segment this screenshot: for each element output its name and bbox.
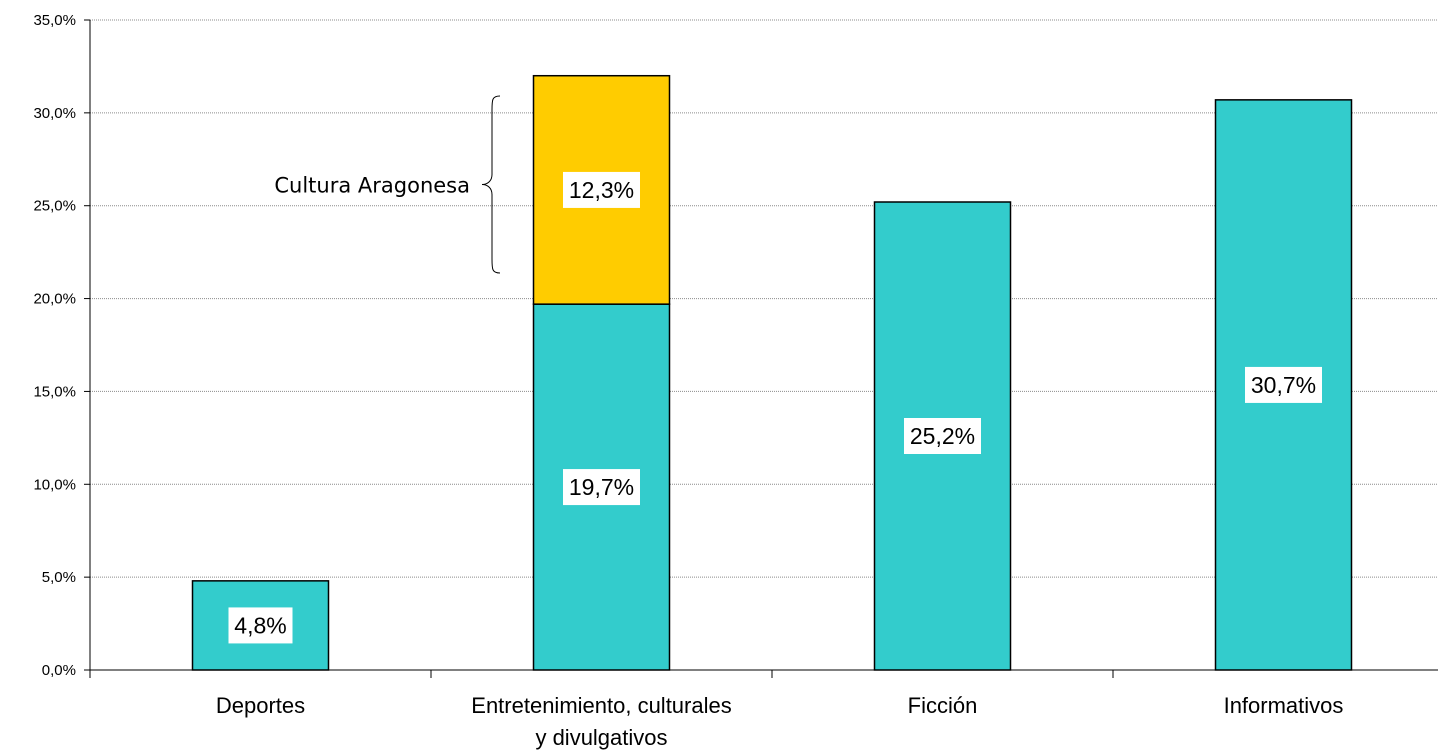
x-tick-label: Entretenimiento, culturales — [471, 693, 731, 718]
x-tick-label: y divulgativos — [535, 725, 667, 750]
x-tick-label: Deportes — [216, 693, 305, 718]
data-label: 4,8% — [234, 612, 286, 638]
axes — [89, 20, 1438, 671]
data-label: 12,3% — [569, 177, 634, 203]
y-tick-label: 10,0% — [33, 476, 76, 493]
data-label-box — [1245, 366, 1322, 403]
y-tick-label: 5,0% — [42, 569, 76, 586]
data-label-box — [563, 469, 640, 506]
x-tick-label: Ficción — [908, 693, 978, 718]
gridlines — [90, 19, 1438, 578]
annotation-label: Cultura Aragonesa — [274, 174, 470, 198]
y-tick-label: 25,0% — [33, 198, 76, 215]
y-tick-label: 35,0% — [33, 12, 76, 29]
x-tick-label: Informativos — [1224, 693, 1344, 718]
y-tick-label: 30,0% — [33, 105, 76, 122]
bars — [191, 74, 1353, 671]
x-axis-ticks: Deportes Entretenimiento, culturales y div… — [89, 670, 1344, 750]
data-label-box — [904, 418, 981, 454]
y-tick-label: 20,0% — [33, 291, 76, 308]
data-label: 30,7% — [1251, 372, 1316, 398]
annotation-brace — [481, 95, 501, 274]
data-label: 19,7% — [569, 474, 634, 500]
annotations: Cultura Aragonesa — [274, 95, 501, 274]
y-tick-label: 0,0% — [42, 662, 76, 679]
data-label-box — [228, 607, 293, 644]
y-axis-ticks: 0,0% 5,0% 10,0% 15,0% 20,0% 25,0% 30,0% 35,0% — [33, 12, 90, 679]
y-tick-label: 15,0% — [33, 383, 76, 400]
data-label-box — [563, 171, 640, 208]
data-label: 25,2% — [910, 423, 975, 449]
data-labels: 4,8% 19,7% 25,2% 30,7% 12,3% — [228, 171, 1322, 644]
